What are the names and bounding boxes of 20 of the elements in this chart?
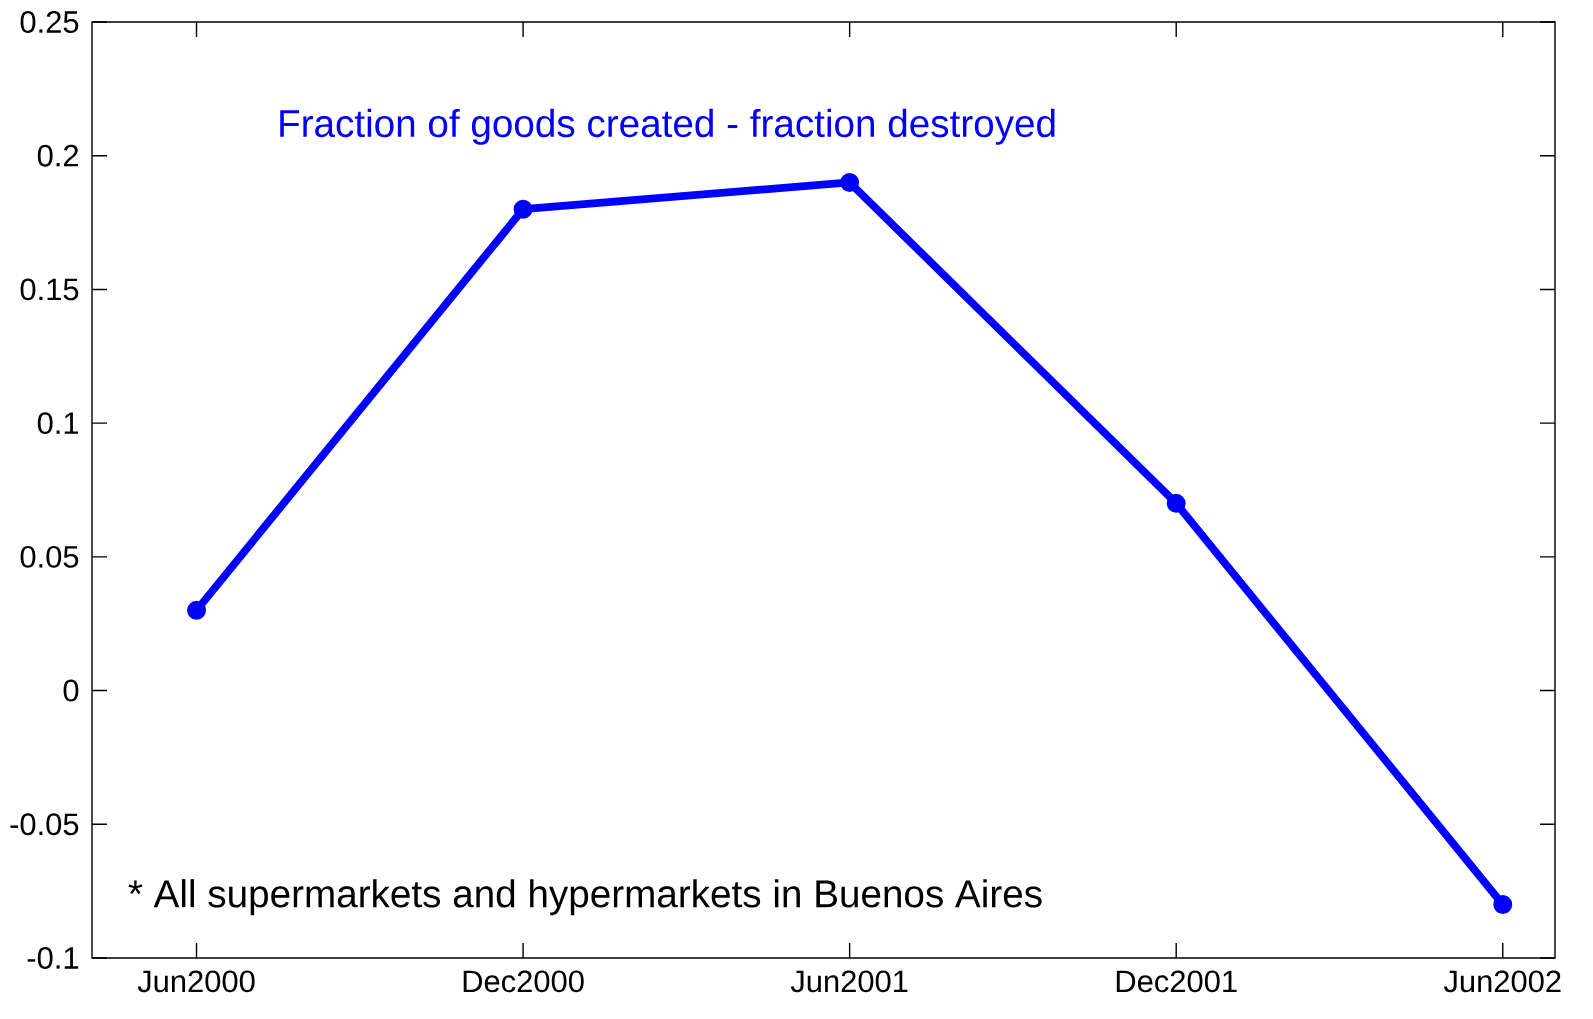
y-tick-label: 0.05	[20, 545, 79, 568]
x-tick-label: Jun2002	[1443, 970, 1561, 993]
y-tick-label: 0.25	[20, 11, 79, 33]
y-tick-label: 0.2	[37, 144, 79, 167]
y-tick-label: 0	[63, 679, 79, 702]
point	[840, 172, 860, 192]
x-tick-label: Dec2000	[463, 970, 584, 993]
point	[187, 600, 207, 620]
point	[1166, 493, 1186, 513]
series-label: Fraction of goods created - fraction destroyed	[280, 108, 1055, 145]
point	[1493, 895, 1513, 914]
x-tick-label: Dec2001	[1116, 970, 1237, 993]
x-tick-label: Jun2000	[137, 970, 255, 993]
y-tick-label: -0.1	[27, 947, 79, 969]
annotation: * All supermarkets and hypermarkets in Buenos Aires	[128, 879, 1042, 916]
y-tick-label: 0.1	[37, 412, 79, 435]
y-tick-label: -0.05	[10, 813, 79, 836]
x-tick-label: Jun2001	[790, 970, 908, 993]
point	[513, 199, 533, 219]
y-tick-label: 0.15	[20, 278, 79, 301]
